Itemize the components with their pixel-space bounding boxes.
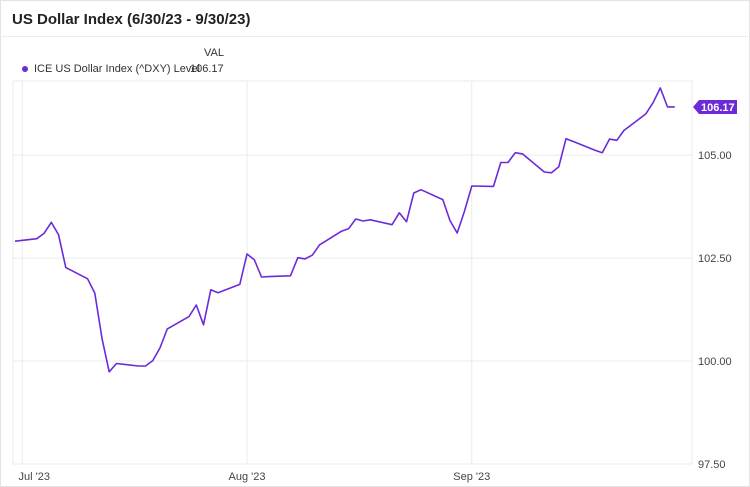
- chart-title: US Dollar Index (6/30/23 - 9/30/23): [12, 11, 251, 28]
- legend-dot-icon: [22, 66, 28, 72]
- y-tick-label: 102.50: [698, 253, 732, 265]
- x-tick-label: Jul '23: [19, 471, 50, 483]
- y-tick-label: 100.00: [698, 356, 732, 368]
- legend-series-label: ICE US Dollar Index (^DXY) Level: [34, 63, 200, 75]
- legend-entry[interactable]: ICE US Dollar Index (^DXY) Level: [22, 63, 200, 75]
- plot-area: [12, 80, 693, 465]
- y-tick-label: 105.00: [698, 150, 732, 162]
- legend-series-value: 106.17: [190, 63, 224, 75]
- series-line: [14, 87, 675, 373]
- legend-column-header: VAL: [204, 47, 224, 59]
- y-tick-label: 97.50: [698, 459, 726, 471]
- last-value-badge: [693, 99, 737, 114]
- last-value-label: 106.17: [701, 102, 735, 114]
- title-divider: [0, 36, 748, 37]
- x-tick-label: Sep '23: [453, 471, 490, 483]
- x-tick-label: Aug '23: [229, 471, 266, 483]
